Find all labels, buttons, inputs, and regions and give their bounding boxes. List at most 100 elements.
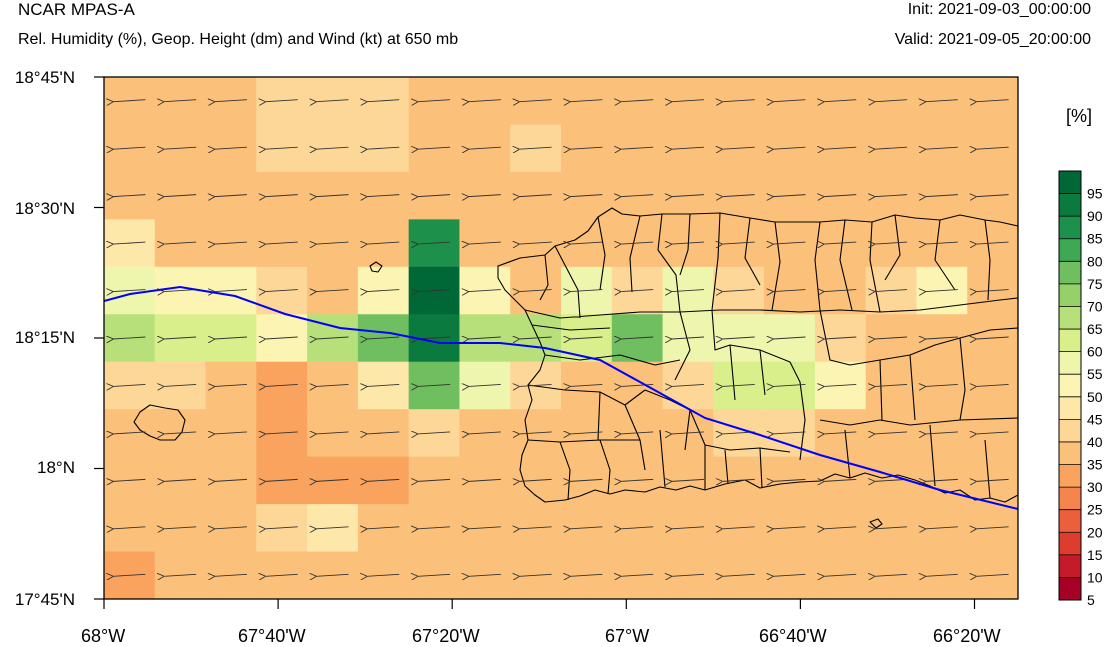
wind-arrow: [266, 290, 298, 292]
wind-arrow: [824, 574, 857, 576]
wind-arrow: [672, 479, 704, 481]
colorbar-swatch: [1059, 329, 1081, 353]
wind-arrow: [723, 337, 755, 339]
wind-arrow: [317, 147, 349, 149]
wind-arrow: [418, 432, 451, 434]
wind-arrow: [520, 384, 552, 386]
wind-arrow: [570, 574, 603, 576]
wind-arrow: [621, 100, 654, 102]
wind-arrow: [824, 242, 857, 244]
wind-arrow: [215, 527, 247, 529]
wind-arrow: [520, 432, 552, 434]
colorbar-swatch: [1059, 306, 1081, 330]
wind-arrow: [215, 574, 247, 576]
wind-arrow: [418, 290, 451, 292]
wind-arrow: [113, 527, 146, 529]
colorbar-label: 90: [1087, 208, 1103, 224]
wind-arrow: [266, 337, 298, 339]
lon-label-6620w: 66°20'W: [933, 626, 1001, 646]
wind-arrow: [317, 574, 349, 576]
wind-vectors: [113, 100, 1009, 577]
wind-arrow: [520, 574, 552, 576]
wind-arrow: [367, 290, 400, 292]
wind-arrow: [164, 384, 197, 386]
colorbar-swatch: [1059, 464, 1081, 488]
wind-arrow: [672, 242, 704, 244]
wind-arrow: [317, 242, 349, 244]
wind-arrow: [723, 574, 755, 576]
wind-arrow: [215, 147, 247, 149]
wind-arrow: [469, 432, 501, 434]
colorbar-swatch: [1059, 577, 1081, 601]
wind-arrow: [774, 384, 806, 386]
wind-arrow: [113, 384, 146, 386]
lon-label-68w: 68°W: [81, 626, 126, 646]
wind-arrow: [621, 195, 654, 197]
valid-time: Valid: 2021-09-05_20:00:00: [894, 31, 1091, 48]
colorbar-label: 85: [1087, 231, 1103, 247]
lat-label-1815: 18°15'N: [14, 328, 75, 347]
wind-arrow: [570, 337, 603, 339]
wind-arrow: [418, 384, 451, 386]
wind-arrow: [875, 242, 908, 244]
colorbar-swatch: [1059, 419, 1081, 443]
wind-arrow: [520, 147, 552, 149]
lon-label-67w: 67°W: [605, 626, 650, 646]
wind-arrow: [266, 527, 298, 529]
wind-arrow: [520, 479, 552, 481]
colorbar-swatch: [1059, 374, 1081, 398]
colorbar-label: 25: [1087, 502, 1103, 518]
lon-label-6640w: 66°40'W: [759, 626, 827, 646]
wind-arrow: [266, 242, 298, 244]
wind-arrow: [367, 527, 400, 529]
wind-arrow: [926, 195, 958, 197]
wind-arrow: [672, 290, 704, 292]
wind-arrow: [215, 337, 247, 339]
wind-arrow: [266, 384, 298, 386]
wind-arrow: [723, 242, 755, 244]
colorbar-swatch: [1059, 441, 1081, 465]
wind-arrow: [113, 195, 146, 197]
wind-arrow: [774, 574, 806, 576]
wind-arrow: [926, 527, 958, 529]
colorbar-label: 10: [1087, 569, 1103, 585]
wind-arrow: [164, 337, 197, 339]
wind-arrow: [875, 195, 908, 197]
wind-arrow: [875, 527, 908, 529]
wind-arrow: [824, 432, 857, 434]
wind-arrow: [113, 432, 146, 434]
wind-arrow: [672, 432, 704, 434]
wind-arrow: [977, 527, 1009, 529]
colorbar-label: 5: [1087, 592, 1095, 608]
colorbar-label: 35: [1087, 457, 1103, 473]
colorbar-frame: [1058, 170, 1082, 601]
wind-arrow: [164, 147, 197, 149]
wind-arrow: [113, 242, 146, 244]
wind-arrow: [570, 195, 603, 197]
wind-arrow: [824, 195, 857, 197]
wind-arrow: [723, 195, 755, 197]
wind-arrow: [570, 100, 603, 102]
wind-arrow: [317, 432, 349, 434]
wind-arrow: [317, 479, 349, 481]
wind-arrow: [977, 384, 1009, 386]
wind-arrow: [164, 479, 197, 481]
wind-arrow: [520, 195, 552, 197]
wind-arrow: [926, 384, 958, 386]
init-time: Init: 2021-09-03_00:00:00: [907, 1, 1091, 18]
wind-arrow: [266, 479, 298, 481]
wind-arrow: [875, 479, 908, 481]
wind-arrow: [723, 290, 755, 292]
wind-arrow: [164, 195, 197, 197]
wind-arrow: [570, 432, 603, 434]
wind-arrow: [926, 147, 958, 149]
wind-arrow: [774, 242, 806, 244]
wind-arrow: [469, 195, 501, 197]
wind-arrow: [266, 147, 298, 149]
wind-arrow: [570, 147, 603, 149]
wind-arrow: [875, 147, 908, 149]
field-subtitle: Rel. Humidity (%), Geop. Height (dm) and…: [18, 31, 459, 48]
wind-arrow: [570, 384, 603, 386]
colorbar-label: 15: [1087, 547, 1103, 563]
wind-arrow: [774, 100, 806, 102]
